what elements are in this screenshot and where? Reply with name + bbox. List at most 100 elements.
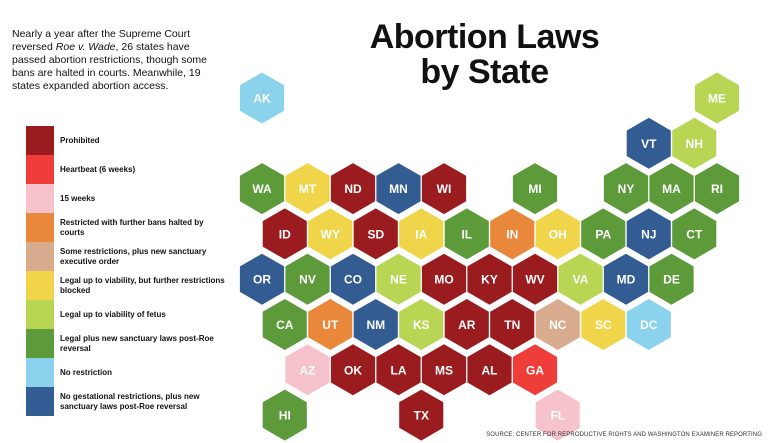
- legend-label: Legal up to viability, but further restr…: [60, 276, 225, 295]
- state-hex-sc: SC: [581, 299, 626, 350]
- legend-label: Legal plus new sanctuary laws post-Roe r…: [60, 334, 214, 353]
- state-hex-or: OR: [239, 253, 285, 305]
- title-line2: by State: [420, 53, 549, 91]
- state-hex-ak: AK: [239, 72, 285, 124]
- source-note: SOURCE: CENTER FOR REPRODUCTIVE RIGHTS A…: [486, 432, 762, 438]
- title-line1: Abortion Laws: [369, 18, 600, 56]
- state-hex-va: VA: [558, 253, 603, 305]
- state-hex-vt: VT: [626, 117, 671, 169]
- state-hex-shape: [421, 163, 467, 215]
- legend-label: 15 weeks: [60, 193, 96, 203]
- state-hex-shape: [626, 208, 671, 260]
- legend-label: Legal up to viability of fetus: [60, 309, 166, 319]
- state-hex-la: LA: [376, 344, 421, 396]
- state-hex-shape: [444, 208, 489, 260]
- state-hex-shape: [581, 299, 626, 350]
- state-hex-shape: [672, 117, 717, 169]
- legend-item-viability_blocked: Legal up to viability, but further restr…: [26, 271, 226, 300]
- state-hex-ut: UT: [308, 299, 353, 350]
- page-title: Abortion Laws by State: [352, 20, 617, 90]
- state-hex-wy: WY: [308, 208, 353, 260]
- state-hex-shape: [490, 299, 535, 350]
- state-hex-shape: [399, 299, 444, 350]
- intro-text: Nearly a year after the Supreme Court re…: [12, 28, 222, 93]
- state-hex-shape: [626, 299, 671, 350]
- state-hex-shape: [512, 253, 558, 305]
- state-hex-ky: KY: [467, 253, 512, 305]
- state-hex-az: AZ: [285, 344, 330, 396]
- state-hex-ks: KS: [399, 299, 444, 350]
- state-hex-wv: WV: [512, 253, 558, 305]
- legend-label: Heartbeat (6 weeks): [60, 164, 136, 174]
- state-hex-ct: CT: [672, 208, 717, 260]
- state-hex-ma: MA: [649, 163, 694, 215]
- state-hex-il: IL: [444, 208, 489, 260]
- legend-item-viability: Legal up to viability of fetus: [26, 300, 226, 329]
- state-hex-wi: WI: [421, 163, 467, 215]
- state-hex-shape: [308, 299, 353, 350]
- state-hex-tn: TN: [490, 299, 535, 350]
- legend-item-prohibited: Prohibited: [26, 126, 226, 155]
- state-hex-nv: NV: [285, 253, 330, 305]
- state-hex-shape: [694, 163, 740, 215]
- state-hex-shape: [239, 253, 285, 305]
- state-hex-shape: [353, 299, 398, 350]
- state-hex-shape: [603, 163, 649, 215]
- state-hex-md: MD: [603, 253, 649, 305]
- state-hex-shape: [399, 389, 444, 441]
- legend-item-no_gestational: No gestational restrictions, plus new sa…: [26, 387, 226, 416]
- legend-swatch: [26, 126, 54, 155]
- state-hex-shape: [239, 72, 285, 124]
- legend-swatch: [26, 184, 54, 213]
- state-hex-sd: SD: [353, 208, 398, 260]
- state-hex-shape: [285, 163, 330, 215]
- legend-label: No gestational restrictions, plus new sa…: [60, 392, 200, 411]
- state-hex-shape: [626, 117, 671, 169]
- state-hex-shape: [330, 253, 376, 305]
- state-hex-nc: NC: [535, 299, 580, 350]
- state-hex-shape: [285, 344, 330, 396]
- state-hex-de: DE: [649, 253, 694, 305]
- state-hex-shape: [376, 344, 421, 396]
- state-hex-wa: WA: [239, 163, 285, 215]
- state-hex-nj: NJ: [626, 208, 671, 260]
- state-hex-shape: [376, 163, 421, 215]
- legend-item-sanctuary_order: Some restrictions, plus new sanctuary ex…: [26, 242, 226, 271]
- legend-item-restricted: Restricted with further bans halted by c…: [26, 213, 226, 242]
- state-hex-al: AL: [467, 344, 512, 396]
- state-hex-shape: [467, 344, 512, 396]
- legend-swatch: [26, 329, 54, 358]
- state-hex-nh: NH: [672, 117, 717, 169]
- legend-swatch: [26, 213, 54, 242]
- state-hex-ri: RI: [694, 163, 740, 215]
- state-hex-shape: [262, 389, 307, 441]
- state-hex-mo: MO: [421, 253, 467, 305]
- state-hex-shape: [376, 253, 421, 305]
- state-hex-shape: [444, 299, 489, 350]
- state-hex-shape: [535, 389, 580, 441]
- legend-swatch: [26, 271, 54, 300]
- state-hex-shape: [603, 253, 649, 305]
- legend-item-15weeks: 15 weeks: [26, 184, 226, 213]
- state-hex-shape: [581, 208, 626, 260]
- state-hex-ia: IA: [399, 208, 444, 260]
- state-hex-shape: [512, 344, 558, 396]
- state-hex-shape: [330, 163, 376, 215]
- intro-part1: Nearly a year after the Supreme Court re…: [12, 28, 190, 53]
- state-hex-shape: [262, 299, 307, 350]
- legend-swatch: [26, 300, 54, 329]
- state-hex-shape: [467, 253, 512, 305]
- state-hex-shape: [421, 253, 467, 305]
- legend-swatch: [26, 155, 54, 184]
- state-hex-ms: MS: [421, 344, 467, 396]
- state-hex-shape: [490, 208, 535, 260]
- state-hex-shape: [262, 208, 307, 260]
- legend-label: No restriction: [60, 367, 113, 377]
- legend-item-heartbeat: Heartbeat (6 weeks): [26, 155, 226, 184]
- legend-swatch: [26, 242, 54, 271]
- state-hex-shape: [649, 163, 694, 215]
- legend-label: Some restrictions, plus new sanctuary ex…: [60, 247, 207, 266]
- state-hex-ar: AR: [444, 299, 489, 350]
- state-hex-id: ID: [262, 208, 307, 260]
- state-hex-shape: [353, 208, 398, 260]
